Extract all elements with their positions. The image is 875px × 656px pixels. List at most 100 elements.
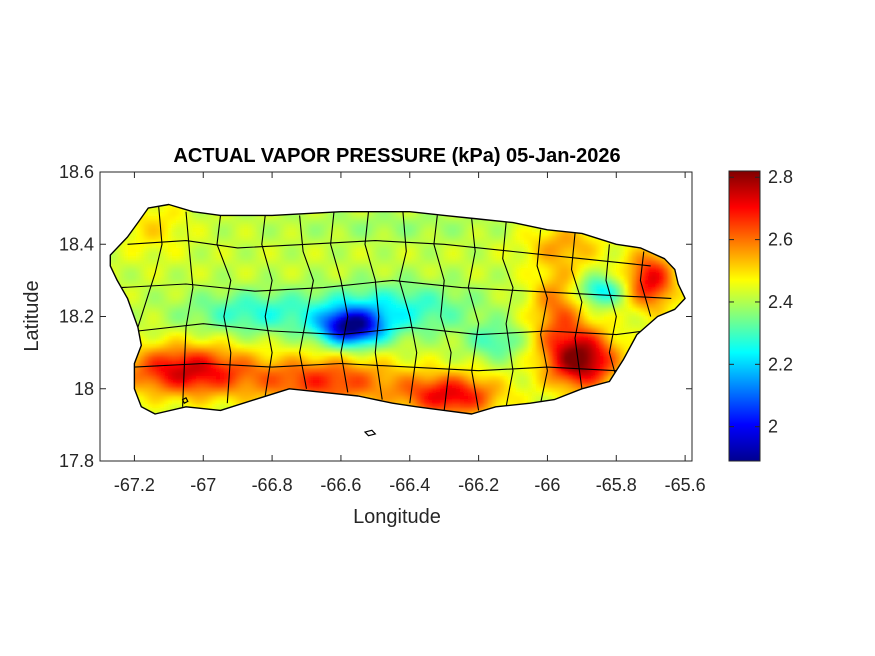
heat-cell: [208, 384, 213, 389]
heat-cell: [420, 328, 425, 333]
heat-cell: [400, 352, 405, 357]
heat-cell: [168, 376, 173, 381]
heat-cell: [252, 288, 257, 293]
heat-cell: [180, 384, 185, 389]
heat-cell: [136, 312, 141, 317]
heat-cell: [200, 296, 205, 301]
heat-cell: [396, 220, 401, 225]
heat-cell: [424, 332, 429, 337]
heat-cell: [200, 380, 205, 385]
heat-cell: [192, 268, 197, 273]
heat-cell: [208, 404, 213, 409]
heat-cell: [232, 384, 237, 389]
heat-cell: [184, 268, 189, 273]
heat-cell: [312, 216, 317, 221]
heat-cell: [420, 368, 425, 373]
heat-cell: [220, 252, 225, 257]
heat-cell: [224, 372, 229, 377]
heat-cell: [220, 384, 225, 389]
heat-cell: [208, 220, 213, 225]
heat-cell: [240, 228, 245, 233]
heat-cell: [176, 256, 181, 261]
heat-cell: [400, 344, 405, 349]
heat-cell: [144, 312, 149, 317]
heat-cell: [196, 348, 201, 353]
heat-cell: [316, 336, 321, 341]
heat-cell: [120, 244, 125, 249]
heat-cell: [208, 288, 213, 293]
heat-cell: [420, 380, 425, 385]
heat-cell: [428, 224, 433, 229]
heat-cell: [240, 292, 245, 297]
heat-cell: [272, 312, 277, 317]
heat-cell: [372, 256, 377, 261]
heat-cell: [408, 308, 413, 313]
heat-cell: [396, 212, 401, 217]
heat-cell: [124, 292, 129, 297]
heat-cell: [380, 272, 385, 277]
heat-cell: [264, 224, 269, 229]
heat-cell: [224, 280, 229, 285]
heat-cell: [110, 264, 113, 269]
heat-cell: [432, 256, 437, 261]
heat-cell: [188, 236, 193, 241]
heat-cell: [436, 260, 441, 265]
heat-cell: [296, 300, 301, 305]
heat-cell: [268, 260, 273, 265]
heat-cell: [372, 220, 377, 225]
heat-cell: [388, 360, 393, 365]
heat-cell: [148, 400, 153, 405]
heat-cell: [136, 360, 141, 365]
heat-cell: [308, 304, 313, 309]
heat-cell: [392, 388, 397, 393]
heat-cell: [256, 348, 261, 353]
heat-cell: [432, 368, 437, 373]
heat-cell: [368, 308, 373, 313]
heat-cell: [180, 208, 185, 213]
heat-cell: [224, 320, 229, 325]
heat-cell: [332, 244, 337, 249]
heat-cell: [316, 300, 321, 305]
heat-cell: [228, 368, 233, 373]
heat-cell: [420, 252, 425, 257]
heat-cell: [328, 224, 333, 229]
heat-cell: [332, 328, 337, 333]
heat-cell: [416, 232, 421, 237]
heat-cell: [212, 244, 217, 249]
heat-cell: [396, 292, 401, 297]
heat-cell: [260, 276, 265, 281]
heat-cell: [244, 252, 249, 257]
heat-cell: [336, 252, 341, 257]
heat-cell: [372, 360, 377, 365]
heat-cell: [128, 280, 133, 285]
heat-cell: [428, 392, 433, 397]
heat-cell: [444, 344, 449, 349]
heat-cell: [380, 296, 385, 301]
heat-cell: [204, 352, 209, 357]
heat-cell: [244, 280, 249, 285]
heat-cell: [372, 232, 377, 237]
heat-cell: [228, 300, 233, 305]
heat-cell: [136, 288, 141, 293]
heat-cell: [136, 356, 141, 361]
heat-cell: [360, 264, 365, 269]
heat-cell: [256, 308, 261, 313]
heat-cell: [444, 308, 449, 313]
heat-cell: [388, 320, 393, 325]
heat-cell: [404, 376, 409, 381]
heat-cell: [328, 296, 333, 301]
heat-cell: [164, 332, 169, 337]
heat-cell: [220, 260, 225, 265]
heat-cell: [372, 348, 377, 353]
heat-cell: [360, 308, 365, 313]
heat-cell: [376, 276, 381, 281]
heat-cell: [320, 376, 325, 381]
heat-cell: [312, 248, 317, 253]
heat-cell: [424, 272, 429, 277]
heat-cell: [404, 256, 409, 261]
heat-cell: [376, 396, 381, 401]
heat-cell: [196, 368, 201, 373]
heat-cell: [220, 396, 225, 401]
heat-cell: [212, 360, 217, 365]
heat-cell: [156, 252, 161, 257]
